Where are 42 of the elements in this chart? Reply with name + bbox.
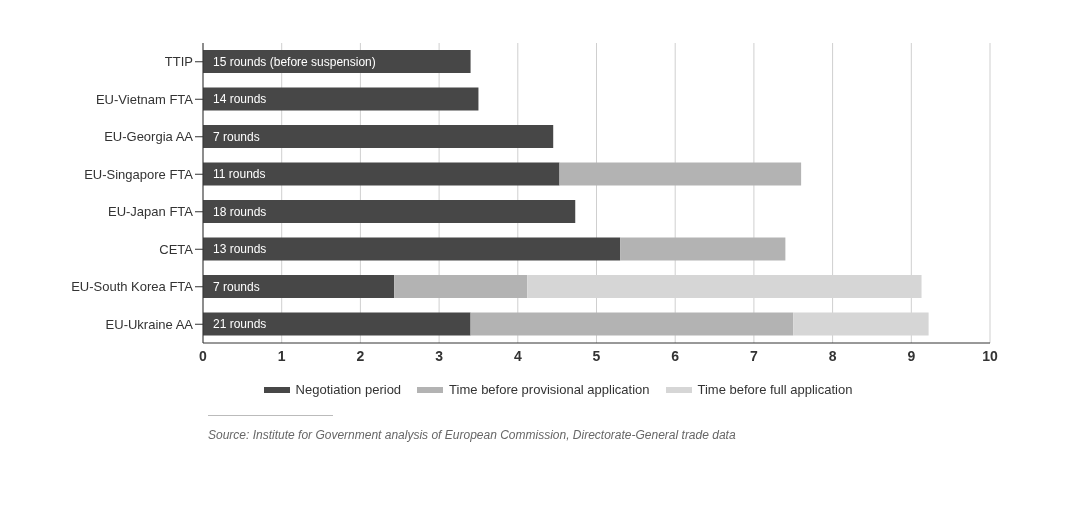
legend-label: Negotiation period [294, 382, 402, 397]
bar [470, 312, 794, 336]
x-tick-label: 2 [356, 347, 365, 364]
annotation: 18 rounds [213, 204, 267, 219]
y-tick-label: EU-Japan FTA [107, 204, 194, 220]
y-tick-label: CETA [159, 241, 194, 257]
bar [559, 162, 802, 186]
annotation: 15 rounds (before suspension) [213, 54, 376, 69]
x-tick-label: 6 [671, 347, 680, 364]
bar [203, 237, 621, 261]
y-tick-label: EU-Ukraine AA [105, 316, 194, 332]
legend-label: Time before full application [696, 382, 853, 397]
y-tick-label: TTIP [164, 54, 193, 70]
annotation: 11 rounds [213, 167, 266, 182]
x-tick-label: 4 [513, 347, 522, 364]
annotation: 7 rounds [213, 129, 260, 144]
bar [203, 275, 395, 298]
bar [203, 162, 560, 186]
bar [394, 275, 528, 298]
source-note: Source: Institute for Government analysis of European Commission, Directorate-General trade data [208, 428, 737, 442]
annotation: 21 rounds [213, 317, 267, 332]
y-tick-label: EU-Georgia AA [104, 129, 194, 145]
bar [203, 312, 471, 336]
x-tick-label: 5 [592, 347, 601, 364]
bar [203, 200, 576, 223]
y-tick-label: EU-South Korea FTA [71, 279, 194, 295]
x-tick-label: 7 [750, 347, 758, 364]
bar [203, 87, 479, 111]
x-tick-label: 1 [277, 347, 286, 364]
bar [620, 237, 786, 261]
annotation: 7 rounds [213, 279, 260, 294]
annotation: 13 rounds [213, 242, 267, 257]
x-tick-label: 9 [907, 347, 916, 364]
y-tick-label: EU-Singapore FTA [84, 166, 194, 182]
x-tick-label: 3 [435, 347, 444, 364]
x-tick-label: 0 [199, 347, 208, 364]
bar [203, 125, 554, 148]
x-tick-label: 10 [982, 347, 998, 364]
x-tick-label: 8 [828, 347, 837, 364]
legend-label: Time before provisional application [448, 382, 650, 397]
y-tick-label: EU-Vietnam FTA [95, 91, 194, 107]
annotation: 14 rounds [213, 92, 267, 107]
